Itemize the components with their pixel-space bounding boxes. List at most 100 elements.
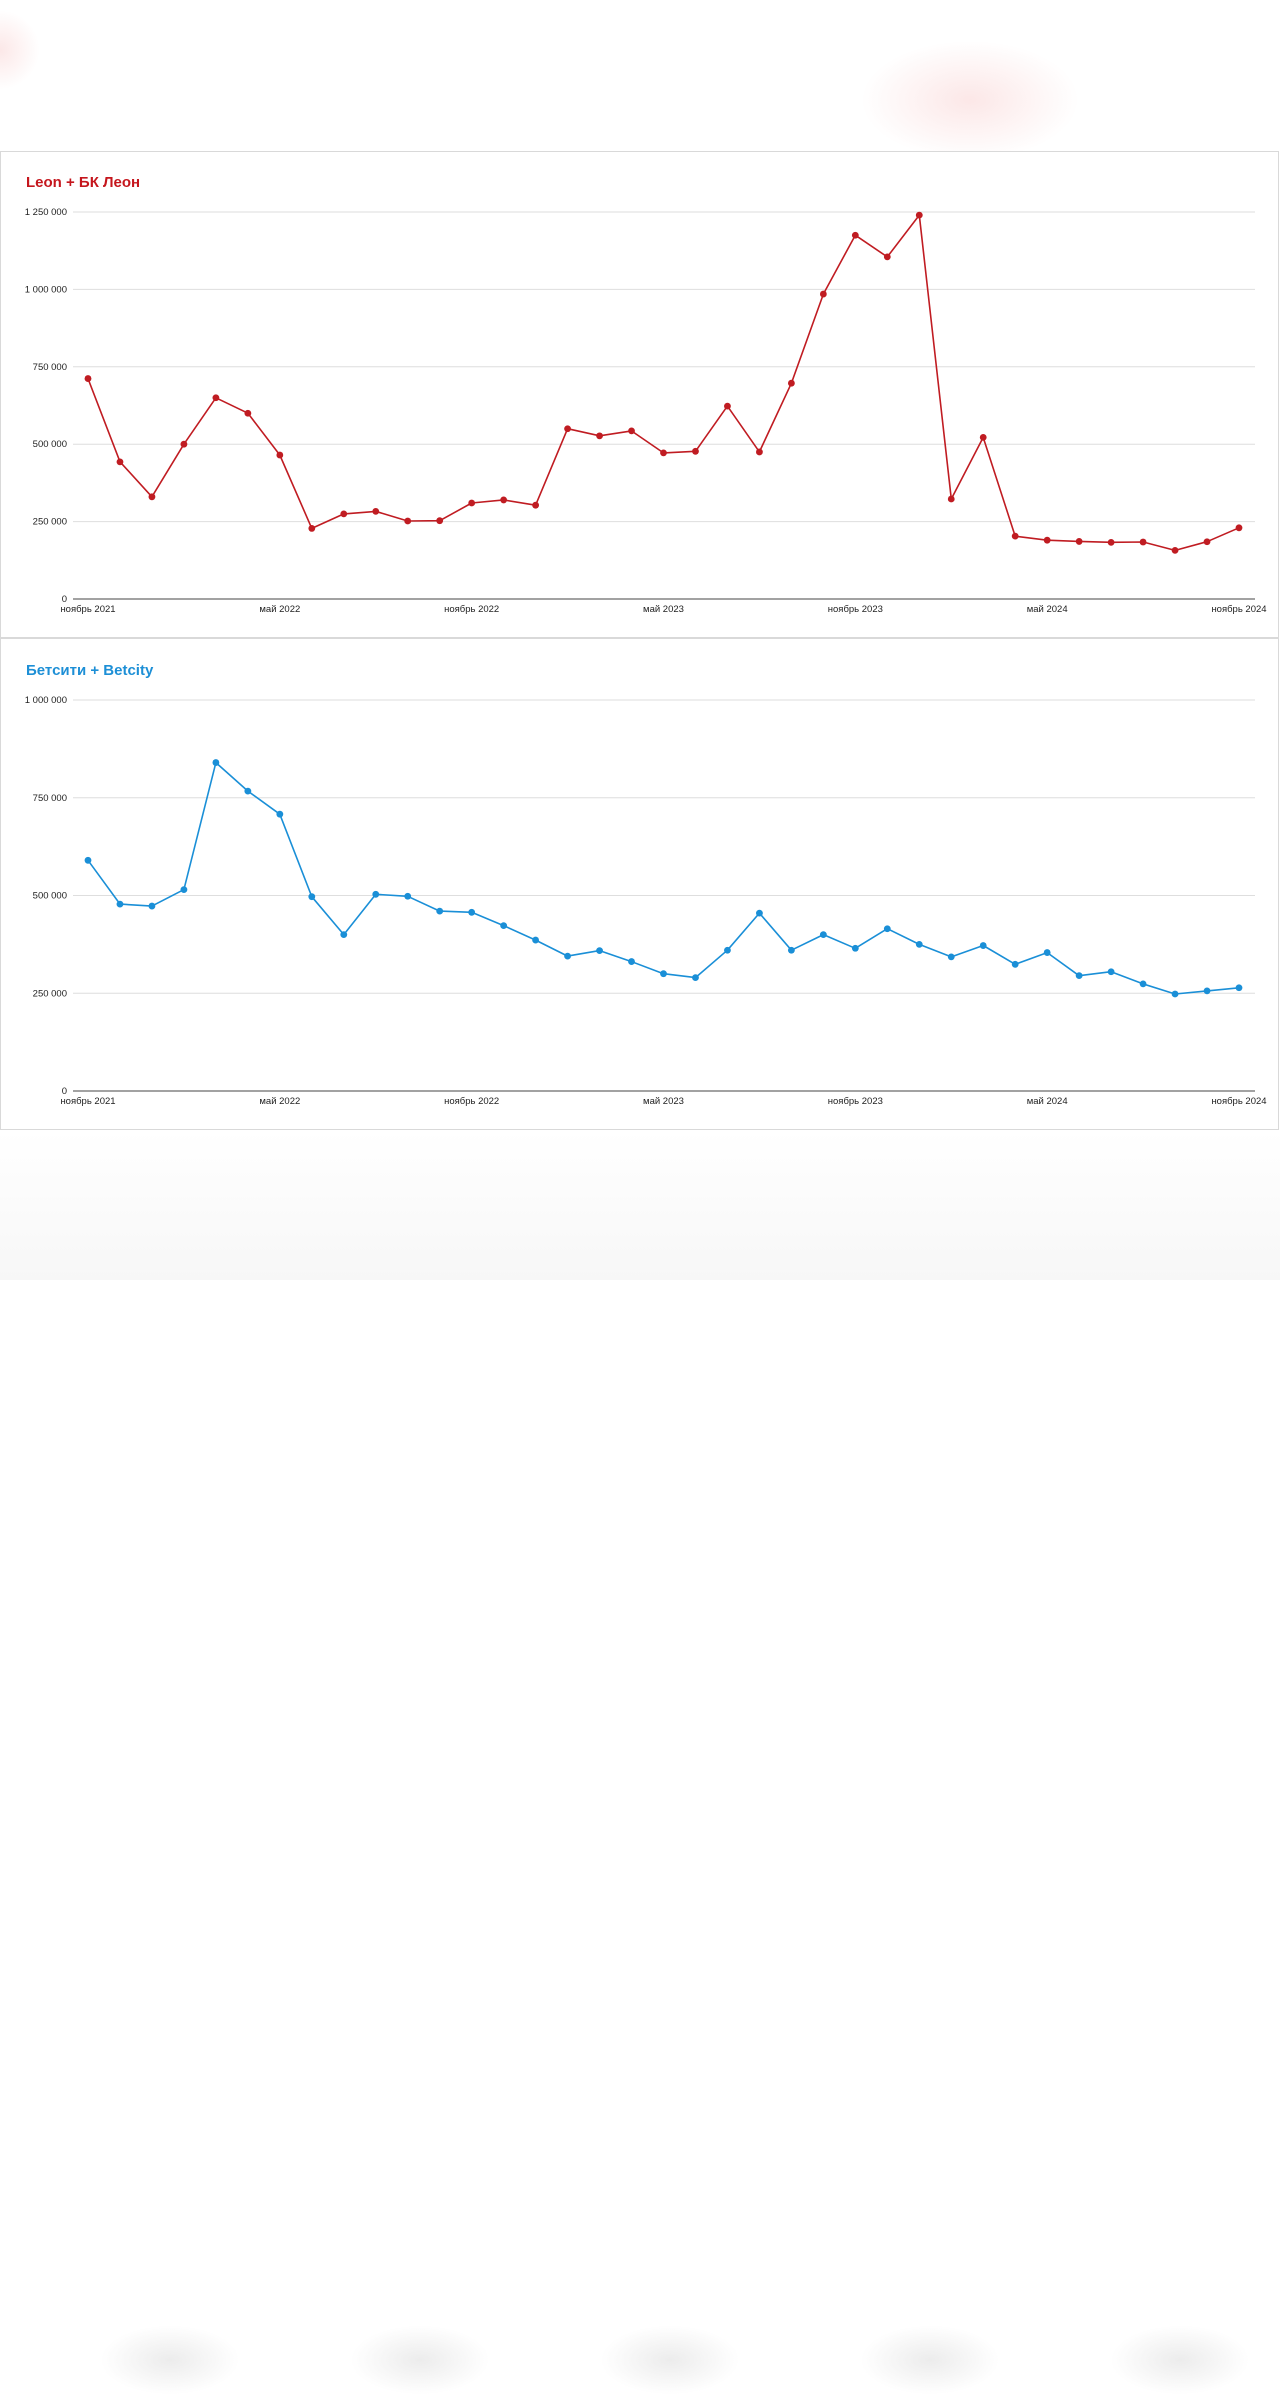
data-point bbox=[787, 946, 795, 954]
x-tick-label: май 2024 bbox=[1027, 604, 1068, 615]
data-point bbox=[1075, 972, 1083, 980]
data-point bbox=[915, 940, 923, 948]
x-tick-label: ноябрь 2022 bbox=[444, 604, 499, 615]
data-point bbox=[1235, 984, 1243, 992]
x-tick-label: ноябрь 2022 bbox=[444, 1096, 499, 1107]
chart-plot-betcity: 0 250 000 500 000 750 000 1 000 000 ноябрь 20… bbox=[25, 695, 1267, 1107]
data-point bbox=[692, 974, 699, 982]
data-point bbox=[340, 931, 348, 938]
data-point bbox=[787, 379, 795, 387]
data-point bbox=[1107, 538, 1115, 546]
chart-title: Бетсити + Betcity bbox=[26, 662, 154, 679]
data-point bbox=[244, 787, 252, 795]
data-point bbox=[84, 375, 92, 382]
data-point bbox=[883, 253, 891, 261]
x-tick-label: май 2023 bbox=[643, 604, 684, 615]
data-point bbox=[756, 448, 763, 456]
data-point bbox=[372, 890, 380, 898]
data-point bbox=[180, 440, 188, 448]
data-point bbox=[819, 931, 827, 938]
data-point bbox=[915, 211, 923, 219]
data-point bbox=[116, 458, 124, 466]
data-point bbox=[851, 944, 859, 952]
data-point bbox=[404, 892, 412, 900]
data-point bbox=[308, 525, 316, 532]
x-tick-label: ноябрь 2021 bbox=[60, 604, 115, 615]
data-point bbox=[1203, 987, 1211, 995]
data-point bbox=[1171, 990, 1179, 998]
data-point bbox=[1011, 960, 1019, 968]
y-tick-label: 500 000 bbox=[33, 439, 67, 450]
bottom-background bbox=[0, 1130, 1280, 2395]
data-point bbox=[628, 958, 635, 965]
data-point bbox=[628, 427, 635, 435]
data-point bbox=[660, 970, 667, 978]
data-point bbox=[819, 290, 827, 298]
data-point bbox=[979, 433, 987, 441]
x-tick-label: ноябрь 2024 bbox=[1211, 1096, 1266, 1107]
data-point bbox=[1171, 546, 1179, 554]
data-point bbox=[436, 517, 444, 525]
data-point bbox=[468, 499, 476, 507]
data-point bbox=[979, 942, 987, 949]
data-point bbox=[84, 856, 92, 864]
data-point bbox=[116, 900, 124, 908]
data-point bbox=[724, 402, 731, 410]
y-tick-label: 1 250 000 bbox=[25, 207, 67, 218]
chart-panel-betcity: Бетсити + Betcity 0 250 000 500 000 750 000… bbox=[0, 638, 1279, 1130]
data-point bbox=[148, 493, 156, 501]
chart-plot-leon: 0 250 000 500 000 750 000 1 000 000 1 250 000… bbox=[25, 207, 1267, 615]
y-tick-label: 250 000 bbox=[33, 988, 67, 999]
data-point bbox=[148, 902, 156, 910]
data-point bbox=[276, 451, 284, 459]
data-point bbox=[1107, 968, 1115, 976]
data-point bbox=[1203, 538, 1211, 546]
data-point bbox=[947, 495, 955, 503]
y-tick-label: 0 bbox=[62, 1086, 67, 1097]
chart-panel-leon: Leon + БК Леон 0 250 000 500 000 750 000 1 0… bbox=[0, 151, 1279, 638]
chart-title: Leon + БК Леон bbox=[26, 174, 141, 191]
data-point bbox=[436, 907, 444, 915]
data-point bbox=[212, 394, 220, 402]
data-point bbox=[276, 810, 284, 818]
data-point bbox=[596, 947, 603, 955]
background-blur bbox=[0, 10, 40, 90]
x-tick-label: ноябрь 2024 bbox=[1211, 604, 1266, 615]
series-line bbox=[87, 214, 1240, 552]
background-blur bbox=[860, 40, 1080, 160]
data-point bbox=[851, 231, 859, 239]
data-point bbox=[883, 925, 891, 933]
data-point bbox=[1043, 536, 1051, 544]
data-point bbox=[596, 432, 603, 440]
x-tick-label: ноябрь 2021 bbox=[60, 1096, 115, 1107]
background-blur bbox=[100, 2325, 240, 2395]
data-point bbox=[724, 946, 731, 954]
background-blur bbox=[600, 2325, 740, 2395]
y-tick-label: 1 000 000 bbox=[25, 695, 67, 706]
data-point bbox=[244, 409, 252, 417]
data-point bbox=[500, 496, 508, 504]
data-point bbox=[500, 922, 508, 930]
data-point bbox=[404, 517, 412, 525]
data-point bbox=[532, 936, 540, 944]
data-point bbox=[1075, 538, 1083, 545]
data-point bbox=[372, 507, 380, 515]
data-point bbox=[1139, 538, 1147, 546]
y-tick-label: 0 bbox=[62, 594, 67, 605]
data-point bbox=[308, 893, 316, 901]
y-tick-label: 750 000 bbox=[33, 793, 67, 804]
background-blur bbox=[860, 2325, 1000, 2395]
data-point bbox=[660, 449, 667, 457]
y-tick-label: 750 000 bbox=[33, 362, 67, 373]
data-point bbox=[692, 447, 699, 455]
background-blur bbox=[350, 2325, 490, 2395]
y-tick-label: 1 000 000 bbox=[25, 284, 67, 295]
y-tick-label: 250 000 bbox=[33, 517, 67, 528]
data-point bbox=[212, 759, 220, 766]
data-point bbox=[340, 510, 348, 518]
x-tick-label: ноябрь 2023 bbox=[828, 604, 883, 615]
x-tick-label: май 2022 bbox=[259, 604, 300, 615]
data-point bbox=[1235, 524, 1243, 532]
x-tick-label: май 2024 bbox=[1027, 1096, 1068, 1107]
data-point bbox=[947, 953, 955, 961]
